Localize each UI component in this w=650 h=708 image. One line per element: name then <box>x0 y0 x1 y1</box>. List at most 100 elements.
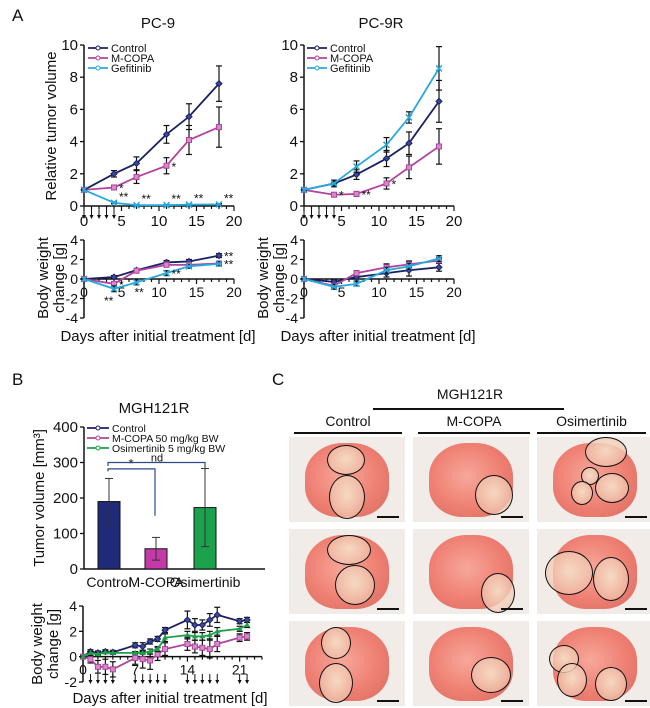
pc9r-tumor-ytick-label: 4 <box>290 134 298 151</box>
pc9-tumor-point-mcopa <box>111 184 117 191</box>
mgh121r-weight-point-osimertinib <box>147 648 154 654</box>
mgh121r-weight-xlabel: Days after initial treatment [d] <box>72 690 267 707</box>
mgh121r-weight-treatment-arrow-head <box>163 680 168 684</box>
pc9r-weight-xtick-label: 15 <box>409 284 425 300</box>
scale-bar <box>501 700 523 702</box>
mgh121r-weight-treatment-arrow-head <box>200 680 205 684</box>
pc9-weight-ytick-label: 4 <box>70 232 78 248</box>
pc9-tumor-significance: * <box>119 181 124 195</box>
mgh121r-weight-treatment-arrow-head <box>155 680 160 684</box>
pc9-weight-point-mcopa <box>133 267 140 274</box>
mgh121r-weight-point-osimertinib <box>87 649 94 655</box>
scale-bar <box>625 516 647 518</box>
mgh121r-weight-point-mcopa <box>191 643 198 650</box>
pc9-weight-point-gefitinib <box>215 260 223 268</box>
pc9-tumor-legend-label: Gefitinib <box>111 63 151 75</box>
pc9r-tumor-significance: * <box>392 177 397 191</box>
pc9-weight-ylabel-line1: Body weight <box>35 236 52 319</box>
mgh121r-weight-point-mcopa <box>94 663 101 670</box>
mgh121r-weight-ytick-label: -2 <box>65 674 78 690</box>
panel-c-col-line-osimertinib <box>537 432 646 434</box>
pc9-tumor-point-mcopa <box>186 136 192 143</box>
lung-photo-control-3 <box>289 621 405 706</box>
mgh121r-weight-point-mcopa <box>147 657 154 664</box>
tumor-circle <box>471 657 511 693</box>
pc9-weight-xtick-label: 15 <box>189 284 205 300</box>
pc9r-tumor-xtick-label: 0 <box>300 213 308 230</box>
mgh121r-weight-point-osimertinib <box>94 651 101 657</box>
mgh121r-bar-ytick-label: 300 <box>53 455 78 472</box>
pc9-tumor-series-m-copa <box>83 126 220 191</box>
mgh121r-weight-treatment-arrow-head <box>103 680 108 684</box>
lung-photo-control-1 <box>289 437 405 522</box>
pc9r-weight-xtick-label: 5 <box>338 284 346 300</box>
pc9r-weight-series-gefitinib <box>303 257 440 288</box>
mgh121r-weight-point-control <box>183 616 192 624</box>
pc9r-tumor-series-m-copa <box>303 145 440 196</box>
mgh121r-weight-point-control <box>161 626 169 634</box>
pc9r-weight-xtick-label: 20 <box>446 284 462 300</box>
pc9r-weight-series-control <box>303 266 440 283</box>
pc9-weight-significance: ** <box>135 285 145 299</box>
pc9-tumor-legend-label: M-COPA <box>111 53 155 65</box>
pc9-tumor-point-gefitinib <box>162 201 171 209</box>
mgh121r-weight-point-osimertinib <box>244 622 251 627</box>
pc9-weight-ytick-label: 0 <box>70 271 78 287</box>
pc9-weight-significance: ** <box>224 257 234 271</box>
mgh121r-weight-point-osimertinib <box>139 649 146 655</box>
mgh121r-weight-point-osimertinib <box>154 646 161 652</box>
pc9-tumor-xtick-label: 5 <box>117 213 125 230</box>
pc9-weight-xtick-label: 5 <box>118 284 126 300</box>
tumor-circle <box>571 481 593 505</box>
mgh121r-weight-ylabel-line1: Body weight <box>29 602 46 685</box>
tumor-circle <box>557 663 587 697</box>
pc9r-weight-xlabel: Days after initial treatment [d] <box>280 328 475 345</box>
pc9r-tumor-ytick-label: 8 <box>290 69 298 86</box>
pc9r-tumor-ytick-label: 0 <box>290 198 298 215</box>
mgh121r-weight-point-mcopa <box>162 646 169 653</box>
panel-c-col-line-mcopa <box>418 432 530 434</box>
mgh121r-weight-xtick-label: 0 <box>79 662 87 678</box>
pc9-weight-point-control <box>110 273 118 281</box>
mgh121r-weight-treatment-arrow-head <box>245 680 250 684</box>
pc9r-tumor-point-gefitinib <box>382 141 391 149</box>
mgh121r-weight-treatment-arrow-head <box>133 680 138 684</box>
pc9r-tumor-point-mcopa <box>331 191 337 198</box>
scale-bar <box>501 608 523 610</box>
tumor-circle <box>319 663 353 703</box>
pc9-tumor-title: PC-9 <box>141 15 175 32</box>
mgh121r-weight-point-mcopa <box>236 634 243 641</box>
pc9r-tumor-ytick-label: 2 <box>290 166 298 183</box>
mgh121r-weight-point-osimertinib <box>109 649 116 655</box>
mgh121r-bar-ylabel: Tumor volume [mm³] <box>31 429 48 567</box>
mgh121r-weight-point-osimertinib <box>184 632 191 638</box>
pc9r-tumor-significance: ** <box>362 188 372 202</box>
scale-bar <box>377 700 399 702</box>
pc9r-weight-point-gefitinib <box>435 254 443 263</box>
mgh121r-bar-ytick-label: 0 <box>70 561 78 578</box>
pc9r-tumor-legend-marker <box>314 45 320 51</box>
mgh121r-bracket-mcopa-label: * <box>128 456 133 471</box>
lung-photo-osimertinib-3 <box>537 621 650 706</box>
pc9-tumor-point-control <box>110 170 118 178</box>
mgh121r-weight-point-mcopa <box>139 656 146 663</box>
pc9-weight-ytick-label: -4 <box>66 310 79 326</box>
pc9-weight-xtick-label: 0 <box>80 284 88 300</box>
pc9r-weight-point-gefitinib <box>405 262 413 270</box>
pc9-tumor-treatment-arrow-head <box>97 215 101 219</box>
pc9r-tumor-point-mcopa <box>383 180 390 187</box>
pc9-tumor-point-gefitinib <box>110 199 118 207</box>
mgh121r-weight-point-control <box>146 637 154 646</box>
pc9-tumor-point-control <box>215 79 223 88</box>
mgh121r-weight-ytick-label: 4 <box>69 598 77 614</box>
mgh121r-bar-ytick-label: 400 <box>53 419 78 436</box>
tumor-circle <box>595 473 629 503</box>
mgh121r-weight-point-osimertinib <box>236 625 243 631</box>
pc9-tumor-xtick-label: 0 <box>80 213 88 230</box>
mgh121r-weight-point-mcopa <box>214 641 221 647</box>
pc9-weight-significance: * <box>119 278 124 292</box>
mgh121r-weight-point-osimertinib <box>102 649 109 655</box>
mgh121r-bar-chart: MGH121R 0 100 200 300 400 Tumor volume [mm³] Co… <box>31 400 265 590</box>
